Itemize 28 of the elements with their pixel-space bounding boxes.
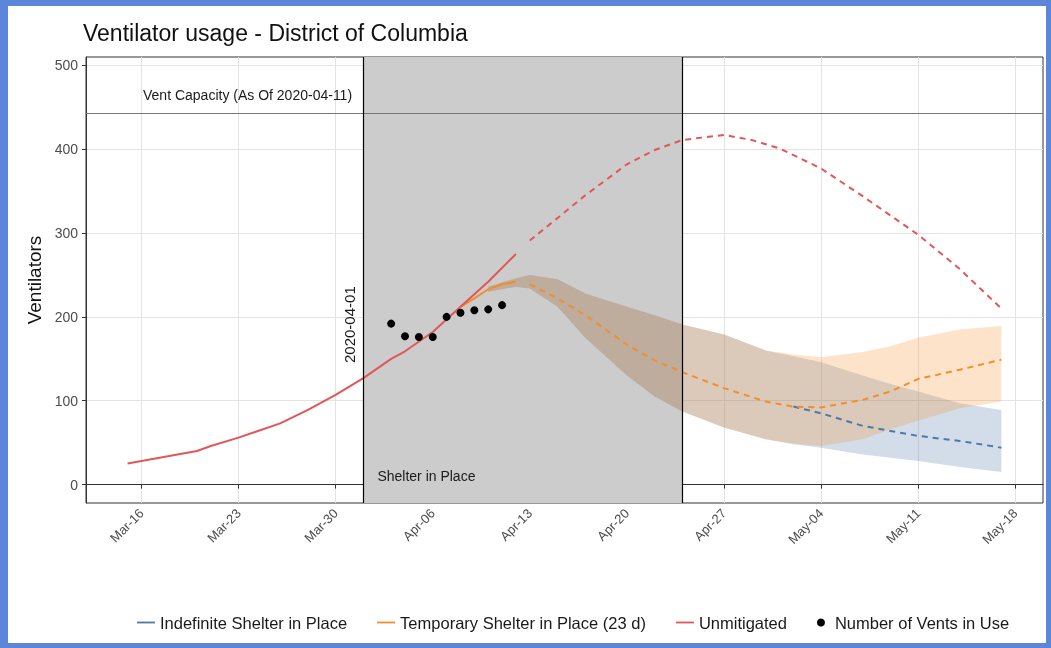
legend-label: Indefinite Shelter in Place bbox=[160, 613, 348, 632]
line-series bbox=[528, 283, 1003, 409]
line-series bbox=[528, 133, 1003, 310]
line-series bbox=[126, 253, 517, 465]
line-series bbox=[792, 405, 1003, 449]
point bbox=[470, 306, 479, 315]
y-tick-label: 200 bbox=[54, 308, 79, 325]
y-tick-label: 500 bbox=[54, 57, 79, 74]
point bbox=[428, 333, 437, 342]
legend-label: Number of Vents in Use bbox=[834, 613, 1010, 632]
y-tick-label: 0 bbox=[70, 476, 79, 493]
ref-line-label: 2020-04-01 bbox=[341, 286, 359, 363]
ref-line-label: Vent Capacity (As Of 2020-04-11) bbox=[143, 87, 353, 104]
point bbox=[387, 319, 396, 328]
point bbox=[442, 312, 451, 321]
chart-title: Ventilator usage - District of Columbia bbox=[83, 19, 468, 46]
y-axis-title: Ventilators bbox=[23, 235, 45, 325]
point bbox=[401, 332, 409, 341]
point bbox=[484, 305, 493, 314]
y-tick-label: 400 bbox=[54, 141, 79, 158]
legend-label: Unmitigated bbox=[698, 613, 787, 632]
point bbox=[456, 308, 465, 317]
band-label: Shelter in Place bbox=[377, 468, 476, 484]
y-tick-label: 300 bbox=[54, 225, 79, 242]
y-tick-label: 100 bbox=[54, 392, 79, 409]
point bbox=[414, 333, 423, 342]
point bbox=[498, 301, 507, 310]
legend-label: Temporary Shelter in Place (23 d) bbox=[400, 613, 646, 632]
